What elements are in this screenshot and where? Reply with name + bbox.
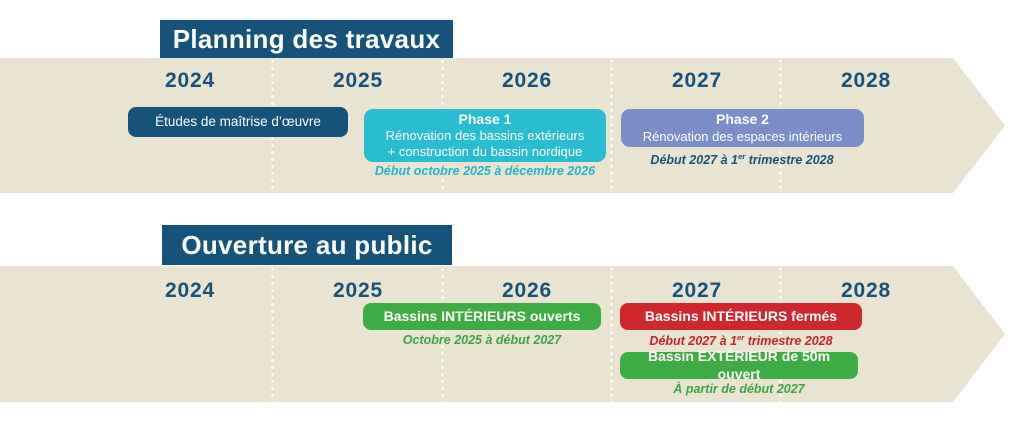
bassins-interieurs-ouverts-caption: Octobre 2025 à début 2027 [402, 333, 562, 347]
phase1-line2: + construction du bassin nordique [387, 144, 583, 160]
year-label-2027-ouverture: 2027 [672, 279, 722, 302]
phase2-box: Phase 2 Rénovation des espaces intérieur… [621, 109, 864, 147]
year-label-2025-ouverture: 2025 [333, 279, 383, 302]
year-separator-dotted-line [441, 266, 444, 402]
year-label-2028-ouverture: 2028 [841, 279, 891, 302]
caption-text-part: trimestre 2028 [744, 334, 833, 349]
bassin-exterieur-ouvert-box: Bassin EXTÉRIEUR de 50m ouvert [620, 348, 858, 382]
year-separator-dotted-line [779, 266, 782, 402]
caption-superscript: er [737, 152, 746, 161]
caption-text-part: Début 2027 à 1 [650, 153, 738, 168]
etudes-maitrise-oeuvre-box: Études de maîtrise d’œuvre [128, 107, 348, 137]
year-separator-dotted-line [610, 266, 613, 402]
year-label-2028-travaux: 2028 [841, 69, 891, 92]
phase2-dates-caption: Début 2027 à 1er trimestre 2028 [582, 152, 902, 167]
year-label-2024-ouverture: 2024 [165, 279, 215, 302]
year-label-2026-travaux: 2026 [502, 69, 552, 92]
ouverture-section-title: Ouverture au public [162, 225, 452, 265]
caption-text-part: trimestre 2028 [745, 153, 834, 168]
bassins-interieurs-ouverts-box: Bassins INTÉRIEURS ouverts [363, 303, 601, 330]
year-label-2025-travaux: 2025 [333, 69, 383, 92]
bassin-exterieur-ouvert-caption: À partir de début 2027 [673, 382, 805, 396]
year-label-2027-travaux: 2027 [672, 69, 722, 92]
planning-section-title: Planning des travaux [160, 20, 453, 58]
year-label-2026-ouverture: 2026 [502, 279, 552, 302]
phase2-line1: Rénovation des espaces intérieurs [642, 128, 843, 144]
timeline-band-ouverture: 2024 2025 2026 2027 2028 [0, 266, 1005, 402]
phase2-name: Phase 2 [716, 111, 769, 128]
caption-text-part: Début 2027 à 1 [649, 334, 737, 349]
phase1-dates-caption: Début octobre 2025 à décembre 2026 [374, 164, 596, 178]
bassins-interieurs-fermes-caption: Début 2027 à 1er trimestre 2028 [581, 333, 901, 348]
caption-superscript: er [736, 333, 745, 342]
year-label-2024-travaux: 2024 [165, 69, 215, 92]
phase1-name: Phase 1 [458, 110, 512, 127]
phase1-line1: Rénovation des bassins extérieurs [385, 128, 585, 143]
phase1-box: Phase 1 Rénovation des bassins extérieur… [364, 109, 606, 162]
year-separator-dotted-line [610, 58, 613, 193]
year-separator-dotted-line [271, 266, 274, 402]
bassins-interieurs-fermes-box: Bassins INTÉRIEURS fermés [620, 303, 862, 330]
